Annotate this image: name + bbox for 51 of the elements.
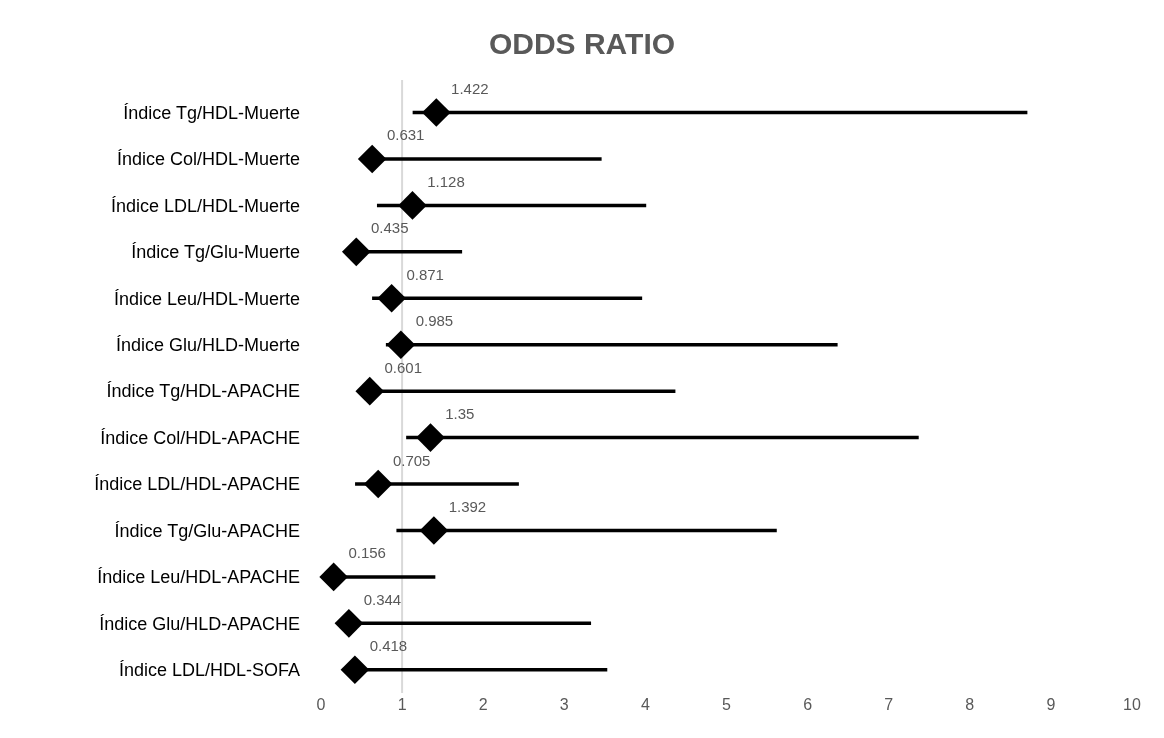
point [416,423,445,452]
point [363,469,393,499]
x-tick-label: 9 [1046,696,1056,713]
point [319,562,348,592]
x-tick-label: 6 [803,696,813,713]
data-label: 1.128 [427,172,465,190]
data-label: 1.392 [448,497,487,515]
point [341,237,371,267]
data-label: 1.35 [445,405,475,423]
x-tick-label: 1 [397,696,407,713]
point [422,98,451,127]
chart-title: ODDS RATIO [488,27,676,61]
data-label: 0.871 [406,265,444,283]
y-tick-label: Índice Glu/HLD-Muerte [115,335,300,355]
x-tick-label: 0 [316,696,326,713]
data-label: 0.631 [386,126,425,144]
y-tick-label: Índice LDL/HDL-Muerte [110,195,300,216]
y-tick-label: Índice Tg/Glu-Muerte [131,242,300,263]
y-tick-label: Índice Glu/HLD-APACHE [99,613,300,634]
data-label: 0.601 [384,358,423,376]
y-tick-label: Índice Leu/HDL-Muerte [113,288,300,309]
x-tick-label: 5 [722,696,732,713]
point [419,516,449,545]
y-tick-label: Índice LDL/HDL-APACHE [94,474,300,495]
y-tick-label: Índice Leu/HDL-APACHE [97,567,300,588]
data-label: 0.156 [348,544,386,562]
x-tick-label: 3 [559,696,569,713]
y-tick-label: Índice Col/HDL-APACHE [100,427,300,448]
data-label: 0.418 [369,637,408,655]
point [334,609,364,638]
y-tick-label: Índice Col/HDL-Muerte [116,149,300,170]
x-tick-label: 7 [884,696,894,713]
data-label: 0.344 [363,590,402,608]
y-tick-label: Índice Tg/HDL-APACHE [106,381,300,402]
data-label: 1.422 [451,80,489,98]
data-label: 0.705 [392,451,431,469]
point [377,283,406,313]
data-label: 0.985 [415,312,454,330]
x-tick-label: 8 [965,696,975,713]
x-tick-label: 10 [1123,696,1141,713]
point [340,655,370,685]
point [386,330,416,359]
y-tick-label: Índice Tg/HDL-Muerte [123,102,300,123]
point [357,144,387,174]
x-tick-label: 2 [478,696,488,713]
data-label: 0.435 [371,219,409,237]
point [398,191,427,220]
point [355,376,385,406]
y-tick-label: Índice Tg/Glu-APACHE [114,520,300,541]
y-tick-label: Índice LDL/HDL-SOFA [118,660,300,681]
x-tick-label: 4 [640,696,650,713]
